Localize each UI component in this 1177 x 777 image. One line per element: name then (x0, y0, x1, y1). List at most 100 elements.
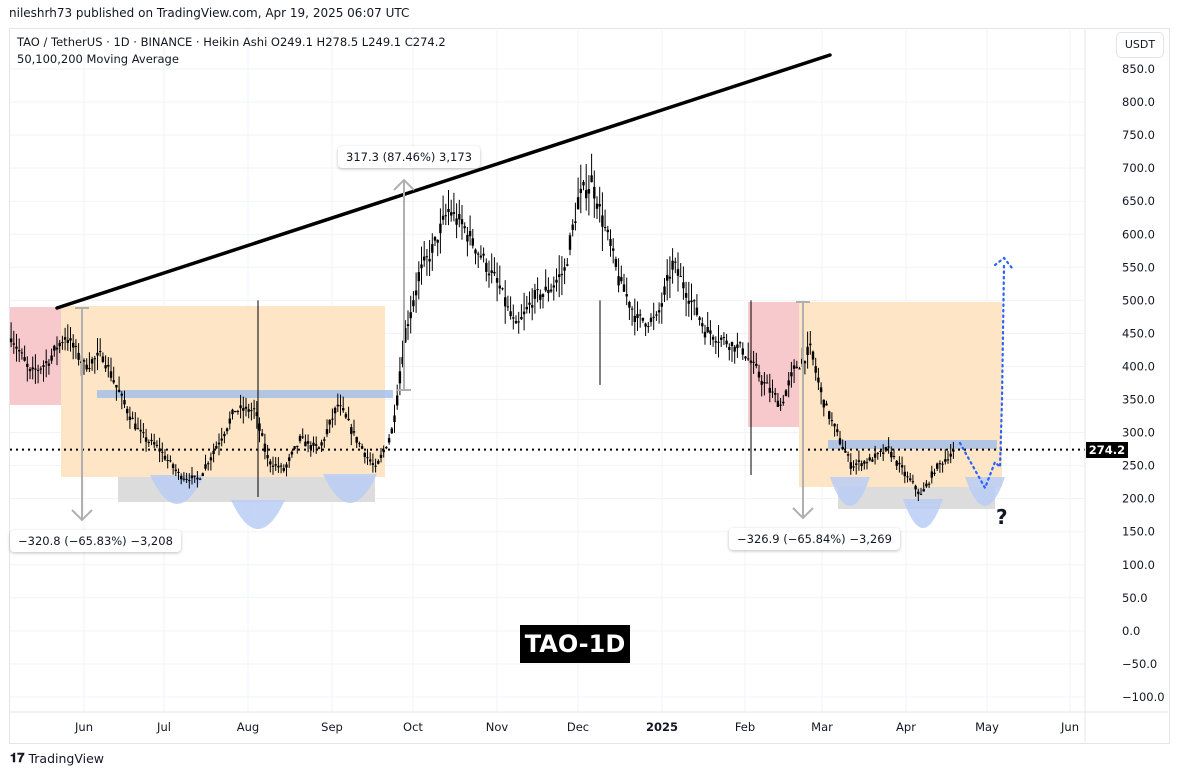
candle-body (463, 226, 466, 229)
candle-body (598, 204, 601, 207)
candle-body (9, 338, 13, 343)
candle-body (458, 214, 461, 220)
candle-body (865, 462, 869, 464)
candle-body (45, 361, 48, 364)
candle-body (177, 471, 180, 473)
candle-body (722, 337, 726, 339)
candle-body (96, 352, 99, 356)
candle-body (946, 459, 950, 461)
candle-body (369, 459, 372, 462)
candle-body (684, 292, 688, 298)
candle-body (744, 356, 747, 359)
candle-body (209, 457, 213, 461)
candle-body (288, 457, 291, 461)
candle-body (112, 380, 115, 383)
candle-body (733, 346, 736, 352)
candle-body (857, 460, 861, 462)
neckline-band (97, 390, 393, 398)
candle-body (393, 415, 396, 422)
candle-body (755, 363, 758, 366)
candle-body (406, 324, 410, 327)
candle-body (641, 317, 645, 321)
candle-body (512, 317, 515, 319)
candle-body (144, 437, 148, 442)
tradingview-logo[interactable]: 𝟏𝟕 TradingView (10, 751, 104, 766)
candle-body (439, 223, 442, 234)
candle-body (161, 451, 164, 453)
candle-body (436, 239, 439, 243)
candle-body (204, 464, 207, 469)
candle-body (504, 297, 507, 307)
candle-body (215, 446, 218, 449)
time-tick: 2025 (646, 720, 678, 734)
arc-bottom (903, 499, 943, 528)
candle-body (590, 175, 593, 183)
candle-body (622, 284, 626, 292)
candle-body (763, 382, 766, 384)
candle-body (123, 399, 126, 405)
candle-body (101, 356, 105, 362)
question-mark: ? (996, 505, 1008, 529)
indicator-label[interactable]: 50,100,200 Moving Average (17, 52, 179, 66)
candle-body (363, 452, 366, 457)
candle-body (223, 433, 226, 437)
arc-bottom (150, 475, 204, 504)
candle-body (126, 408, 129, 414)
candle-body (666, 274, 669, 281)
candle-body (533, 290, 537, 299)
time-tick: Jul (156, 720, 171, 734)
candle-body (911, 481, 915, 483)
candle-body (647, 326, 650, 328)
candle-body (536, 289, 539, 291)
candle-body (930, 471, 933, 478)
candle-body (28, 368, 32, 372)
candle-body (728, 347, 731, 350)
candle-body (617, 276, 620, 286)
candle-body (115, 384, 118, 388)
candle-body (506, 306, 510, 308)
candle-body (155, 445, 159, 447)
candle-body (198, 478, 202, 480)
candle-body (366, 457, 369, 459)
candle-body (579, 188, 582, 194)
candle-body (182, 478, 186, 480)
candle-body (717, 341, 720, 343)
candle-body (252, 408, 256, 410)
price-tick: 500.0 (1122, 293, 1155, 307)
candle-body (225, 428, 229, 432)
time-tick: Oct (403, 720, 423, 734)
candle-body (539, 294, 542, 300)
candle-body (587, 189, 591, 194)
price-tick: 350.0 (1122, 393, 1155, 407)
candle-body (628, 302, 631, 308)
candle-body (795, 366, 798, 369)
candle-body (344, 413, 348, 418)
candle-body (82, 360, 86, 362)
candle-body (898, 462, 901, 465)
candle-body (860, 463, 863, 467)
candle-body (317, 447, 321, 449)
candle-body (269, 461, 272, 465)
time-tick: Aug (237, 720, 259, 734)
candle-body (347, 418, 350, 421)
drawings (10, 53, 1085, 522)
candle-body (841, 446, 844, 450)
time-tick: May (975, 720, 999, 734)
candle-body (606, 229, 609, 233)
candle-body (890, 451, 893, 458)
currency-button[interactable]: USDT (1116, 32, 1164, 58)
candle-body (906, 476, 909, 478)
candle-body (477, 253, 480, 255)
measure-rise: 317.3 (87.46%) 3,173 (338, 146, 480, 168)
candle-body (134, 423, 137, 430)
candle-body (455, 218, 458, 225)
candle-body (644, 323, 647, 327)
candle-body (549, 289, 553, 292)
candle-body (414, 290, 418, 296)
candle-body (431, 244, 434, 253)
candle-body (441, 215, 445, 220)
candle-body (425, 256, 429, 258)
price-tick: 550.0 (1122, 260, 1155, 274)
candle-body (671, 260, 674, 270)
